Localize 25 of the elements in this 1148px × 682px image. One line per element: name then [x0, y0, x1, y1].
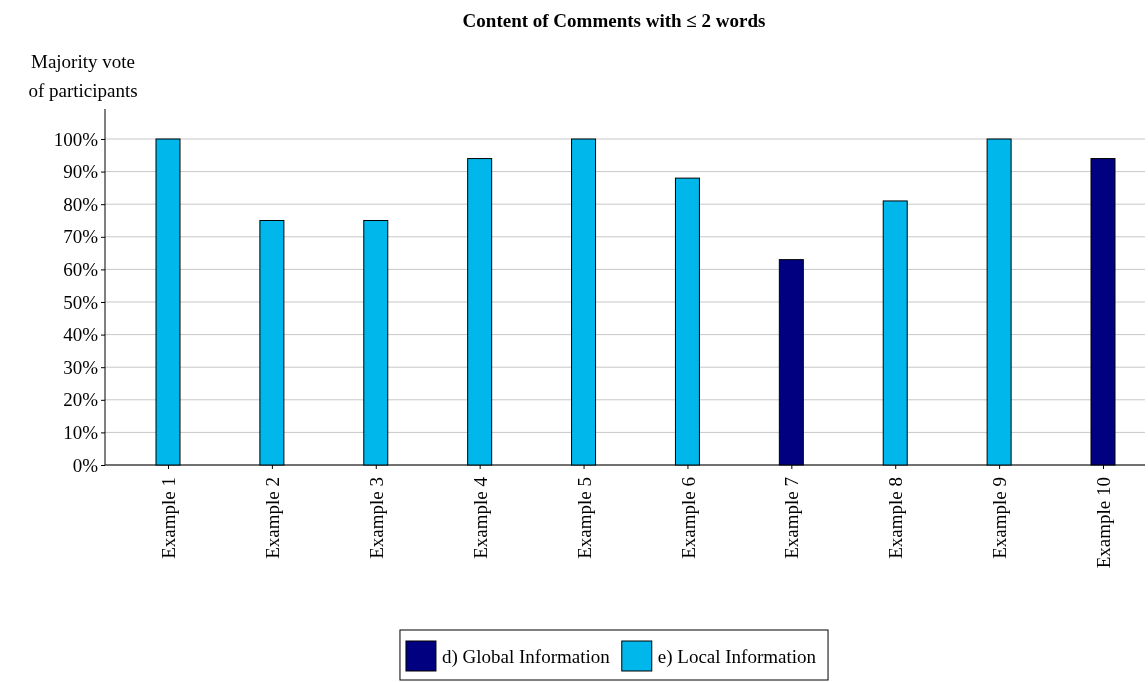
y-tick-label: 0%	[72, 454, 99, 476]
y-tick-label: 60%	[63, 258, 99, 280]
y-tick-label: 30%	[63, 356, 99, 378]
y-tick-label: 40%	[63, 324, 99, 346]
chart-title: Content of Comments with ≤ 2 words	[462, 10, 766, 31]
x-tick-label: Example 10	[1093, 477, 1115, 569]
x-tick-label: Example 9	[989, 477, 1011, 559]
y-tick-label: 90%	[63, 161, 99, 183]
legend-label: e) Local Information	[657, 646, 817, 668]
y-tick-label: 20%	[63, 389, 99, 411]
y-tick-label: 80%	[63, 193, 99, 215]
legend-label: d) Global Information	[441, 646, 611, 668]
y-tick-label: 50%	[63, 291, 99, 313]
x-tick-label: Example 7	[781, 477, 803, 559]
y-tick-label: 10%	[63, 421, 99, 443]
x-tick-label: Example 2	[262, 477, 284, 559]
x-tick-label: Example 5	[573, 477, 595, 559]
x-tick-label: Example 8	[885, 477, 907, 559]
x-tick-label: Example 3	[365, 477, 387, 559]
x-tick-label: Example 1	[158, 477, 180, 559]
x-tick-label: Example 4	[469, 476, 491, 559]
y-tick-label: 70%	[63, 226, 99, 248]
y-tick-label: 100%	[53, 128, 99, 150]
x-tick-label: Example 6	[677, 477, 699, 559]
y-axis-title: Majority vote of participants	[28, 51, 138, 101]
